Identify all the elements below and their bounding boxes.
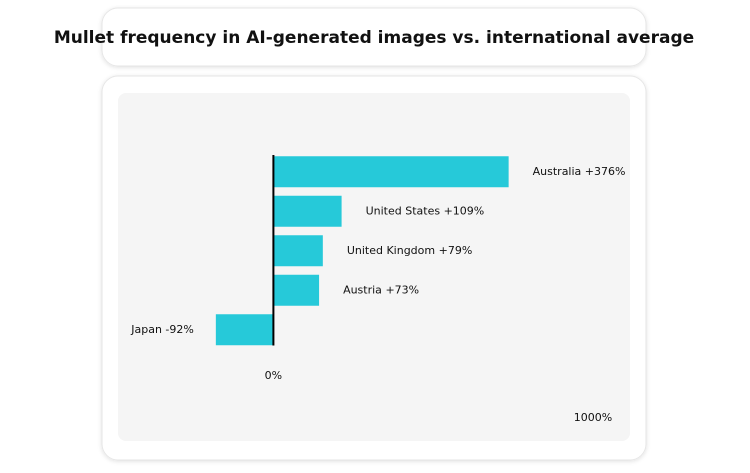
value-label: +109% xyxy=(444,204,485,217)
bar xyxy=(273,195,342,227)
bar-label: United Kingdom +79% xyxy=(347,244,472,257)
bar xyxy=(215,314,274,346)
bar-label: United States +109% xyxy=(366,204,485,217)
category-label: United States xyxy=(366,204,441,217)
bar xyxy=(273,235,323,267)
annotation: 1000% xyxy=(574,411,612,424)
value-label: +376% xyxy=(585,165,626,178)
bar-label: Australia +376% xyxy=(533,165,626,178)
title-card xyxy=(101,7,647,67)
bar-label: Austria +73% xyxy=(343,283,419,296)
category-label: Japan xyxy=(130,323,162,336)
value-label: +79% xyxy=(439,244,473,257)
value-label: -92% xyxy=(165,323,193,336)
category-label: Australia xyxy=(533,165,582,178)
x-tick-label: 0% xyxy=(265,369,282,382)
bar xyxy=(273,274,320,306)
value-label: +73% xyxy=(385,283,419,296)
plot-area xyxy=(118,93,630,441)
bar-label: Japan -92% xyxy=(130,323,194,336)
chart-title: Mullet frequency in AI-generated images … xyxy=(54,28,694,48)
category-label: United Kingdom xyxy=(347,244,435,257)
bar xyxy=(273,156,509,188)
category-label: Austria xyxy=(343,283,382,296)
